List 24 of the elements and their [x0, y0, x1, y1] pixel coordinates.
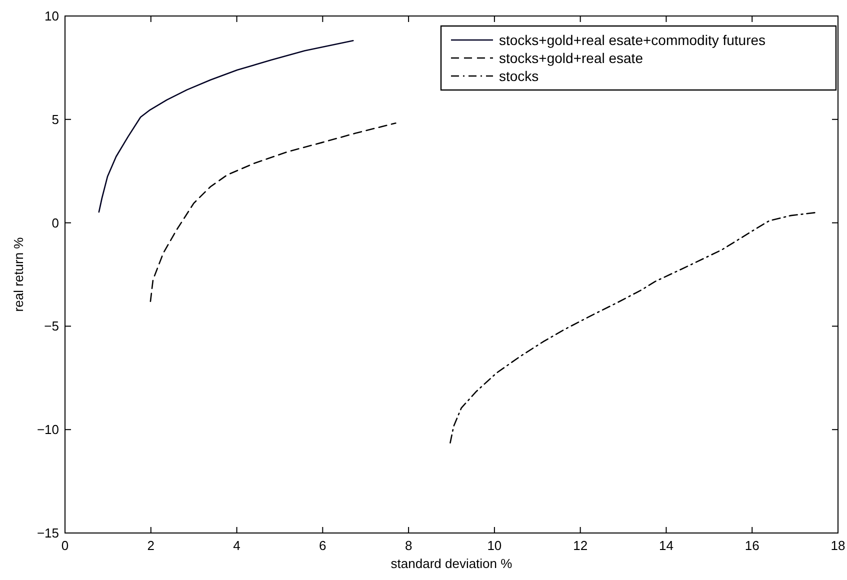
x-tick-label: 14	[658, 538, 674, 553]
x-tick-label: 4	[233, 538, 240, 553]
y-tick-label: −15	[36, 526, 59, 540]
y-axis-title: real return %	[11, 236, 26, 312]
line-series	[450, 212, 818, 444]
y-tick-label: 0	[52, 215, 59, 230]
legend-label: stocks+gold+real esate	[499, 50, 644, 66]
y-tick-label: −10	[36, 422, 59, 438]
y-tick-label: 5	[52, 112, 59, 127]
x-tick-label: 18	[830, 538, 846, 553]
x-tick-label: 0	[61, 538, 69, 553]
y-tick-label: 10	[44, 8, 59, 24]
line-series	[98, 40, 354, 213]
line-series	[150, 122, 396, 302]
x-tick-label: 10	[487, 538, 502, 553]
x-tick-label: 2	[147, 538, 155, 553]
x-tick-label: 6	[319, 538, 326, 553]
x-tick-label: 16	[744, 538, 760, 553]
x-axis-title: standard deviation %	[390, 556, 513, 571]
legend-label: stocks+gold+real esate+commodity futures	[499, 32, 766, 48]
y-tick-label: −5	[44, 318, 59, 334]
x-tick-label: 8	[404, 538, 412, 553]
legend-label: stocks	[499, 68, 539, 84]
x-tick-label: 12	[573, 538, 588, 553]
